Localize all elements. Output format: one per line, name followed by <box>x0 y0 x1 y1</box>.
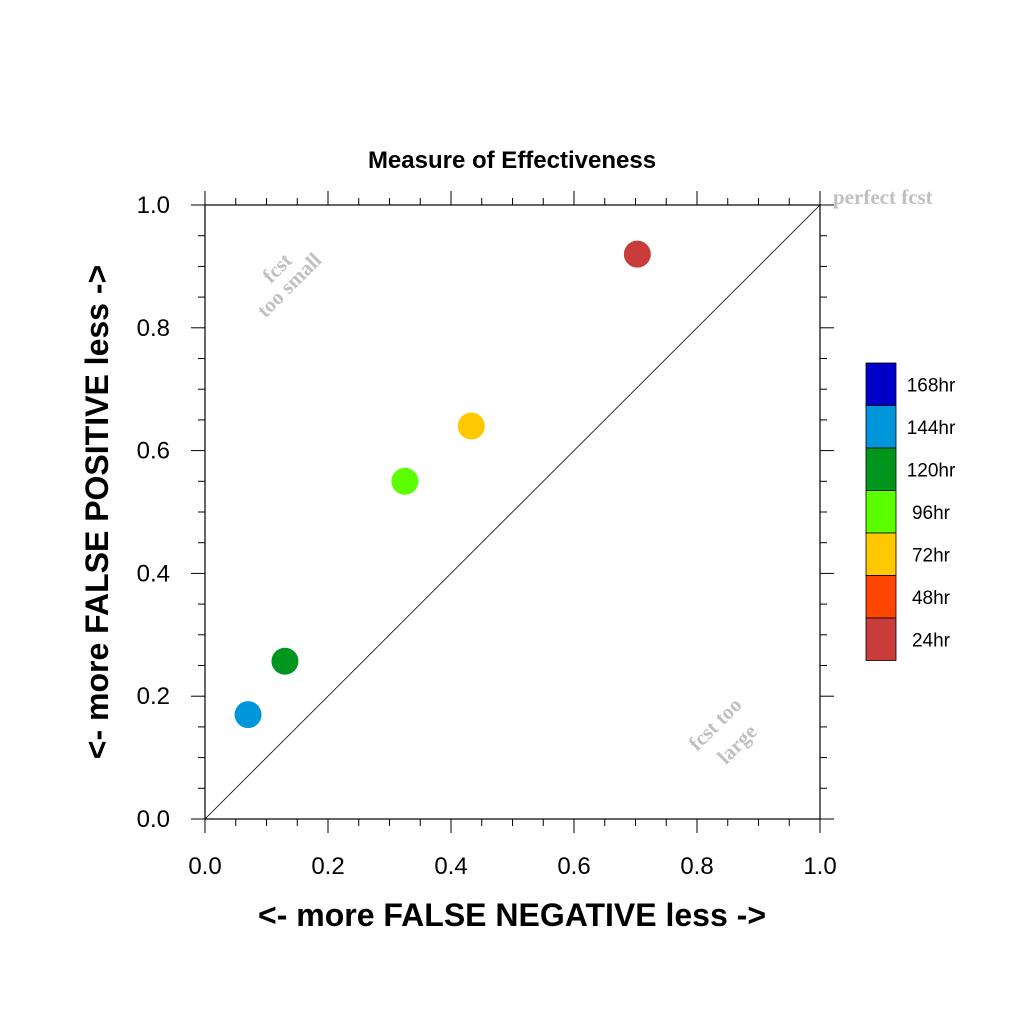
axis-ticks <box>191 191 834 833</box>
legend-label-120hr: 120hr <box>907 460 956 481</box>
axis-tick-labels: 0.0 0.2 0.4 0.6 0.8 1.0 0.0 0.2 0.4 0.6 0.8 1.0 <box>137 192 837 880</box>
legend-swatch-48hr <box>865 575 897 619</box>
x-tick-label: 0.4 <box>434 853 467 880</box>
y-tick-label: 0.8 <box>137 315 170 342</box>
annotation-perfect-forecast: perfect fcst <box>833 185 933 209</box>
point-72hr <box>457 412 485 440</box>
legend-swatch-96hr <box>865 490 897 534</box>
legend: 168hr 144hr 120hr 96hr 72hr 48hr 24hr <box>865 362 956 661</box>
chart-title: Measure of Effectiveness <box>368 147 656 174</box>
x-tick-label: 0.6 <box>557 853 590 880</box>
y-axis-label: <- more FALSE POSITIVE less -> <box>79 265 115 759</box>
diagonal-reference-line <box>204 204 821 820</box>
legend-label-96hr: 96hr <box>912 503 951 524</box>
point-120hr <box>271 647 299 675</box>
x-axis-label: <- more FALSE NEGATIVE less -> <box>258 897 766 933</box>
scatter-points <box>234 240 651 729</box>
legend-swatch-168hr <box>865 362 897 406</box>
y-tick-label: 0.6 <box>137 438 170 465</box>
legend-swatch-24hr <box>865 617 897 661</box>
y-tick-label: 0.0 <box>137 806 170 833</box>
y-tick-label: 1.0 <box>137 192 170 219</box>
legend-swatch-120hr <box>865 447 897 491</box>
x-tick-label: 1.0 <box>803 853 836 880</box>
legend-label-24hr: 24hr <box>912 630 951 651</box>
point-24hr <box>623 240 651 268</box>
legend-swatch-72hr <box>865 532 897 576</box>
legend-label-48hr: 48hr <box>912 588 951 609</box>
legend-swatch-144hr <box>865 405 897 449</box>
point-96hr <box>391 467 419 495</box>
x-tick-label: 0.2 <box>311 853 344 880</box>
x-tick-label: 0.8 <box>680 853 713 880</box>
legend-label-168hr: 168hr <box>907 375 956 396</box>
legend-label-144hr: 144hr <box>907 418 956 439</box>
legend-label-72hr: 72hr <box>912 545 951 566</box>
x-tick-label: 0.0 <box>188 853 221 880</box>
y-tick-label: 0.2 <box>137 683 170 710</box>
y-tick-label: 0.4 <box>137 560 170 587</box>
point-144hr <box>234 701 262 729</box>
